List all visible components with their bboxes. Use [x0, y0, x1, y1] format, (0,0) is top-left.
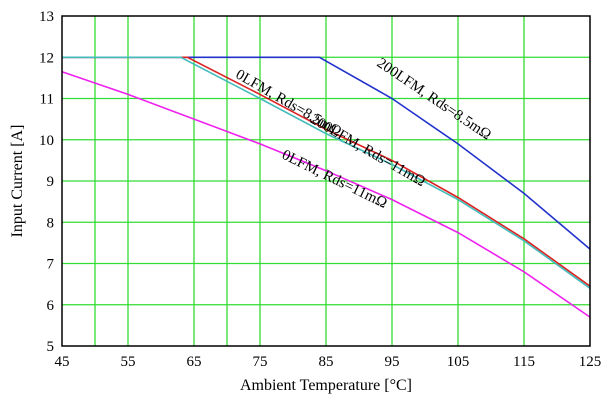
y-tick-label: 6	[47, 298, 55, 314]
y-tick-label: 10	[39, 133, 54, 149]
x-tick-label: 105	[447, 354, 470, 370]
plot-frame	[61, 15, 591, 347]
x-tick-label: 55	[121, 354, 136, 370]
series-lines	[61, 56, 591, 318]
tick-labels: 45 55 65 75 85 95 105 115 125 5 6 7 8 9 10 11 12 13	[39, 9, 601, 370]
x-tick-label: 45	[55, 354, 70, 370]
y-tick-label: 7	[47, 257, 55, 273]
x-axis-label: Ambient Temperature [°C]	[240, 377, 412, 394]
y-tick-label: 12	[39, 50, 54, 66]
grid	[62, 16, 590, 346]
y-tick-label: 9	[47, 174, 55, 190]
y-tick-label: 8	[47, 215, 55, 231]
series-line	[62, 56, 591, 287]
x-tick-label: 125	[579, 354, 602, 370]
x-tick-label: 115	[513, 354, 535, 370]
y-tick-label: 11	[40, 92, 54, 108]
y-tick-label: 13	[39, 9, 54, 25]
series-line	[62, 56, 591, 289]
y-axis-label: Input Current [A]	[9, 125, 26, 238]
x-tick-label: 65	[187, 354, 202, 370]
series-line	[61, 70, 591, 318]
y-tick-label: 5	[47, 339, 55, 355]
x-tick-label: 85	[319, 354, 334, 370]
series-line	[62, 56, 591, 250]
x-tick-label: 75	[253, 354, 268, 370]
x-tick-label: 95	[385, 354, 400, 370]
